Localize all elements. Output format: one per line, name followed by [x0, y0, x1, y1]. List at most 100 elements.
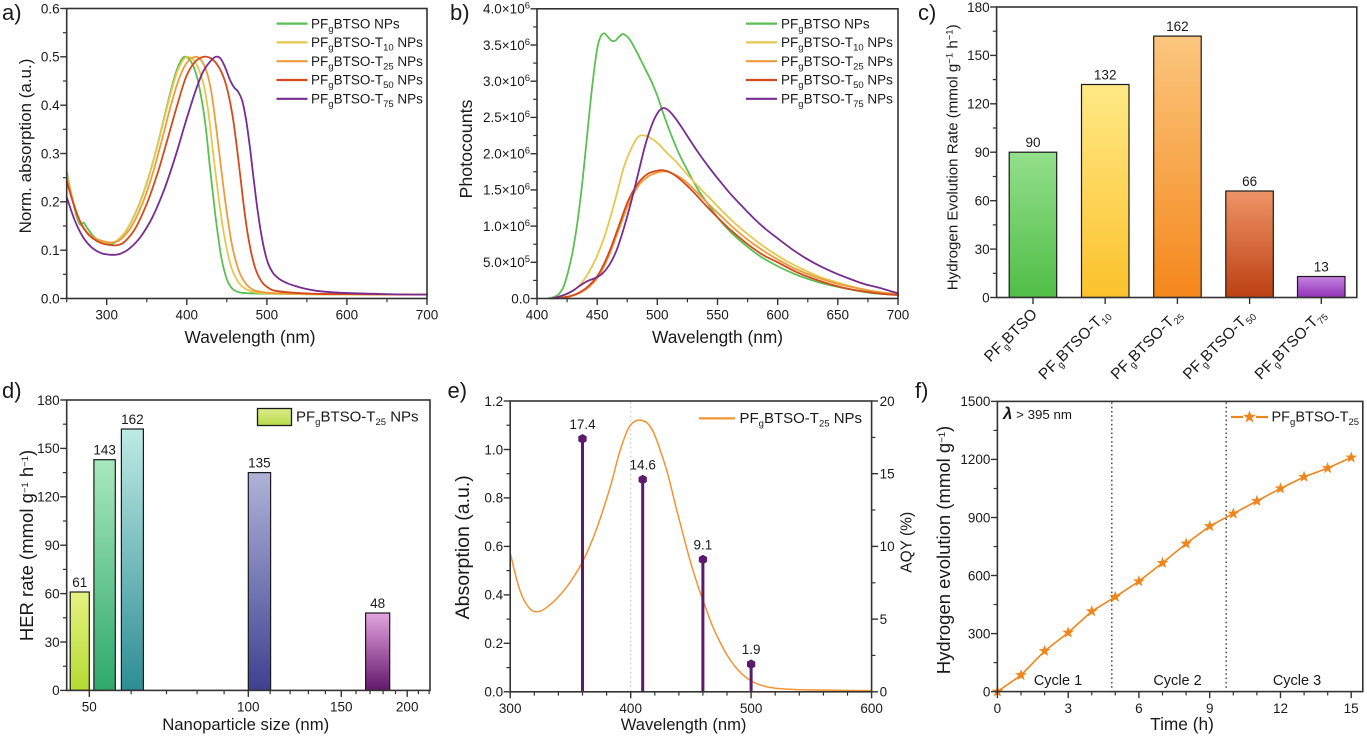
svg-text:0.0: 0.0 — [484, 685, 503, 700]
svg-text:1.2: 1.2 — [484, 394, 503, 409]
svg-text:0.2: 0.2 — [41, 195, 60, 210]
svg-text:0: 0 — [982, 290, 990, 305]
svg-text:4.0×106​: 4.0×106​ — [483, 1, 530, 17]
svg-text:PFgBTSO NPs: PFgBTSO NPs — [781, 16, 870, 35]
svg-text:3.0×106​: 3.0×106​ — [483, 73, 530, 89]
svg-text:b): b) — [450, 0, 470, 25]
svg-text:0.4: 0.4 — [41, 98, 60, 113]
svg-text:10: 10 — [880, 539, 895, 554]
svg-text:Time (h): Time (h) — [1150, 714, 1214, 734]
svg-text:90: 90 — [975, 145, 990, 160]
svg-text:60: 60 — [45, 586, 60, 601]
svg-text:Cycle 1: Cycle 1 — [1034, 673, 1082, 689]
svg-text:0.0: 0.0 — [511, 291, 530, 306]
svg-text:500: 500 — [740, 701, 763, 716]
svg-text:2.0×106​: 2.0×106​ — [483, 146, 530, 162]
svg-text:Cycle 3: Cycle 3 — [1273, 673, 1321, 689]
svg-text:Wavelength (nm): Wavelength (nm) — [652, 327, 783, 347]
svg-text:12: 12 — [1273, 701, 1288, 716]
svg-text:PFgBTSO-T50 NPs​: PFgBTSO-T50 NPs​ — [311, 73, 423, 92]
svg-text:PFgBTSO-T50 NPs​: PFgBTSO-T50 NPs​ — [781, 73, 893, 92]
svg-text:900: 900 — [968, 510, 991, 525]
svg-text:Absorption (a.u.): Absorption (a.u.) — [452, 475, 474, 619]
svg-text:20: 20 — [880, 394, 895, 409]
svg-text:PFgBTSO-T25​: PFgBTSO-T25​ — [1272, 410, 1360, 429]
svg-text:0.8: 0.8 — [484, 491, 503, 506]
svg-text:30: 30 — [975, 242, 990, 257]
svg-text:0.4: 0.4 — [484, 588, 503, 603]
svg-text:PFgBTSO-T25 NPs​: PFgBTSO-T25 NPs​ — [296, 409, 419, 429]
svg-text:PFgBTSO-T75 NPs​: PFgBTSO-T75 NPs​ — [781, 92, 893, 111]
svg-text:PFgBTSO NPs: PFgBTSO NPs — [311, 16, 400, 35]
svg-text:48: 48 — [370, 596, 385, 611]
svg-text:0: 0 — [52, 683, 60, 698]
svg-text:300: 300 — [95, 308, 118, 323]
svg-text:600: 600 — [336, 308, 359, 323]
svg-text:66: 66 — [1242, 174, 1257, 189]
svg-text:Cycle 2: Cycle 2 — [1153, 673, 1201, 689]
svg-text:162: 162 — [121, 412, 144, 427]
svg-text:λ > 395 nm: λ > 395 nm — [1002, 404, 1072, 423]
svg-text:PFgBTSO-T25 NPs​: PFgBTSO-T25 NPs​ — [311, 54, 423, 73]
svg-text:132: 132 — [1094, 68, 1117, 83]
svg-text:c): c) — [918, 0, 936, 25]
svg-text:1500: 1500 — [960, 394, 990, 409]
svg-text:Wavelength (nm): Wavelength (nm) — [621, 715, 747, 734]
svg-text:300: 300 — [499, 701, 522, 716]
svg-text:1.0×106​: 1.0×106​ — [483, 218, 530, 234]
svg-text:550: 550 — [706, 308, 729, 323]
svg-text:700: 700 — [416, 308, 439, 323]
svg-text:17.4: 17.4 — [569, 417, 596, 432]
svg-text:500: 500 — [646, 308, 669, 323]
svg-text:0.1: 0.1 — [41, 243, 60, 258]
svg-text:1.5×106​: 1.5×106​ — [483, 182, 530, 198]
svg-text:450: 450 — [586, 308, 609, 323]
svg-text:2.5×106​: 2.5×106​ — [483, 109, 530, 125]
svg-text:Hydrogen evolution (mmol g−1​): Hydrogen evolution (mmol g−1​) — [933, 426, 954, 674]
svg-text:Hydrogen Evolution Rate (mmol: Hydrogen Evolution Rate (mmol g−1​ h−1​) — [945, 24, 962, 290]
svg-text:3.5×106​: 3.5×106​ — [483, 37, 530, 53]
svg-text:143: 143 — [93, 443, 116, 458]
svg-text:e): e) — [448, 378, 468, 403]
svg-text:700: 700 — [887, 308, 910, 323]
svg-text:Nanoparticle size (nm): Nanoparticle size (nm) — [162, 715, 329, 734]
svg-text:PFgBTSO-T25 NPs​: PFgBTSO-T25 NPs​ — [781, 54, 893, 73]
svg-text:650: 650 — [827, 308, 850, 323]
svg-text:60: 60 — [975, 194, 990, 209]
svg-text:600: 600 — [968, 568, 991, 583]
svg-text:120: 120 — [37, 490, 60, 505]
svg-text:400: 400 — [619, 701, 642, 716]
svg-text:0: 0 — [983, 684, 991, 699]
svg-text:PFgBTSO-T25 NPs​: PFgBTSO-T25 NPs​ — [740, 410, 863, 430]
svg-text:300: 300 — [968, 626, 991, 641]
svg-text:0.0: 0.0 — [41, 291, 60, 306]
svg-text:15: 15 — [880, 467, 895, 482]
svg-text:0.6: 0.6 — [41, 1, 60, 16]
svg-text:1200: 1200 — [960, 452, 990, 467]
svg-text:600: 600 — [860, 701, 883, 716]
svg-text:150: 150 — [37, 441, 60, 456]
svg-text:0: 0 — [994, 701, 1002, 716]
svg-text:30: 30 — [45, 635, 60, 650]
svg-text:14.6: 14.6 — [630, 458, 656, 473]
svg-text:HER rate (mmol g−1​ h−1​): HER rate (mmol g−1​ h−1​) — [16, 450, 37, 641]
svg-text:0.6: 0.6 — [484, 539, 503, 554]
svg-text:400: 400 — [526, 308, 549, 323]
svg-text:500: 500 — [256, 308, 279, 323]
svg-text:0: 0 — [880, 685, 888, 700]
svg-text:0.3: 0.3 — [41, 146, 60, 161]
svg-text:Norm. absorption (a.u.): Norm. absorption (a.u.) — [16, 59, 35, 234]
svg-text:50: 50 — [82, 700, 97, 715]
svg-text:400: 400 — [176, 308, 199, 323]
svg-text:162: 162 — [1166, 19, 1189, 34]
svg-text:Photocounts: Photocounts — [456, 99, 476, 198]
svg-text:600: 600 — [766, 308, 789, 323]
svg-text:Wavelength (nm): Wavelength (nm) — [185, 327, 316, 347]
svg-text:PFgBTSO-T75 NPs​: PFgBTSO-T75 NPs​ — [311, 92, 423, 111]
svg-text:15: 15 — [1344, 701, 1359, 716]
svg-text:150: 150 — [967, 48, 990, 63]
svg-text:a): a) — [2, 0, 22, 25]
svg-text:1.0: 1.0 — [484, 442, 503, 457]
svg-text:1.9: 1.9 — [742, 642, 761, 657]
svg-text:5: 5 — [880, 612, 888, 627]
